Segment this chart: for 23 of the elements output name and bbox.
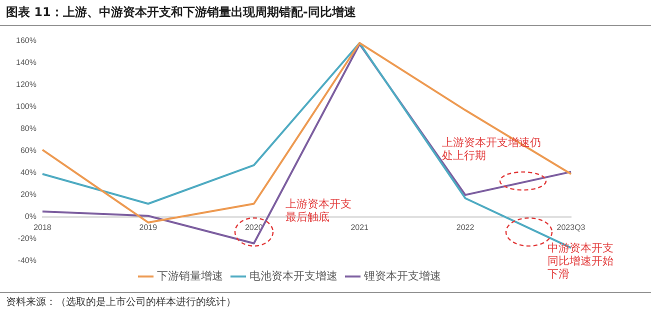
y-tick-label: 100% [16,102,36,112]
x-tick-label: 2021 [350,222,370,232]
y-tick-label: 120% [16,80,36,90]
y-tick-label: 60% [20,146,36,156]
chart-title: 图表 11：上游、中游资本开支和下游销量出现周期错配-同比增速 [0,0,651,26]
x-tick-label: 2019 [139,222,158,232]
y-tick-label: 140% [16,58,36,68]
x-tick-label: 2022 [456,222,475,232]
y-tick-label: -20% [18,234,36,244]
y-tick-label: 160% [16,36,36,46]
legend-label: 锂资本开支增速 [362,269,441,282]
x-tick-label: 2018 [34,222,52,232]
y-tick-label: -40% [18,256,36,266]
x-tick-label: 2023Q3 [556,222,586,232]
legend-label: 电池资本开支增速 [249,269,338,282]
y-tick-label: 20% [20,190,36,200]
legend-label: 下游销量增速 [156,269,223,282]
text: 资料来源：（选取的是上市公司的样本进行的统计） [0,292,651,311]
annotation: 中游资本开支同比增速开始下滑 [548,242,614,281]
y-tick-label: 0% [24,212,36,222]
y-tick-label: 80% [20,124,36,134]
annotation: 上游资本开支最后触底 [286,198,352,224]
y-tick-label: 40% [20,168,36,178]
